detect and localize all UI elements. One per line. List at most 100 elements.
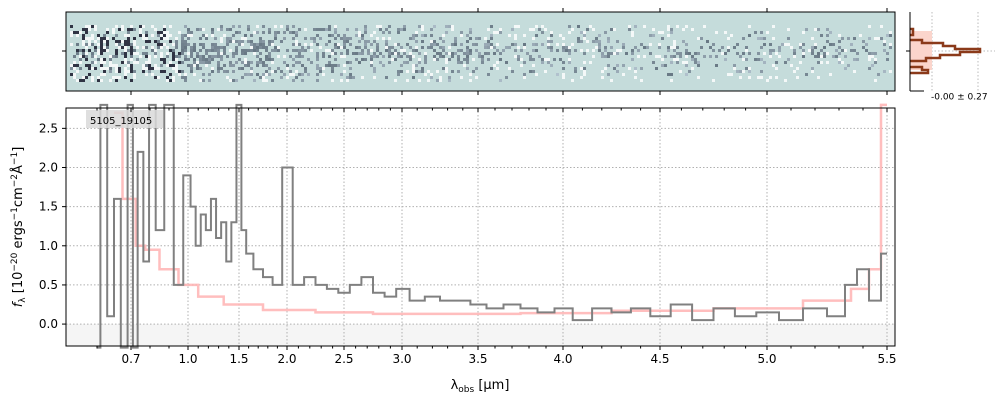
2d-pixel (466, 55, 469, 58)
2d-pixel (691, 58, 694, 61)
2d-pixel (265, 55, 268, 58)
2d-pixel (211, 58, 214, 61)
2d-pixel (163, 58, 166, 61)
2d-pixel (289, 70, 292, 73)
2d-pixel (409, 52, 412, 55)
2d-pixel (247, 73, 250, 76)
2d-pixel (568, 25, 571, 28)
2d-pixel (382, 55, 385, 58)
2d-pixel (763, 37, 766, 40)
2d-pixel (529, 58, 532, 61)
2d-pixel (346, 40, 349, 43)
2d-pixel (130, 79, 133, 82)
2d-pixel (142, 64, 145, 67)
2d-pixel (481, 58, 484, 61)
2d-pixel (73, 64, 76, 67)
2d-pixel (811, 70, 814, 73)
2d-pixel (634, 70, 637, 73)
2d-pixel (685, 43, 688, 46)
2d-pixel (406, 79, 409, 82)
2d-pixel (583, 70, 586, 73)
2d-pixel (202, 46, 205, 49)
2d-pixel (460, 43, 463, 46)
2d-pixel (82, 55, 85, 58)
2d-pixel (385, 40, 388, 43)
2d-pixel (568, 61, 571, 64)
2d-pixel (490, 37, 493, 40)
2d-pixel (115, 43, 118, 46)
x-tick-label: 2.0 (277, 352, 296, 366)
2d-pixel (496, 61, 499, 64)
2d-pixel (211, 43, 214, 46)
2d-pixel (187, 58, 190, 61)
2d-pixel (490, 46, 493, 49)
2d-pixel (514, 37, 517, 40)
2d-pixel (604, 55, 607, 58)
y-tick-label: 1.5 (39, 200, 58, 214)
2d-pixel (229, 61, 232, 64)
2d-pixel (508, 34, 511, 37)
2d-pixel (271, 70, 274, 73)
2d-pixel (856, 58, 859, 61)
2d-pixel (385, 46, 388, 49)
2d-pixel (172, 67, 175, 70)
2d-pixel (175, 43, 178, 46)
2d-pixel (130, 55, 133, 58)
2d-pixel (478, 37, 481, 40)
2d-pixel (331, 67, 334, 70)
2d-pixel (373, 70, 376, 73)
2d-pixel (490, 25, 493, 28)
2d-pixel (427, 70, 430, 73)
2d-pixel (184, 34, 187, 37)
x-tick-label: 0.7 (121, 352, 140, 366)
2d-pixel (169, 61, 172, 64)
2d-pixel (295, 55, 298, 58)
2d-pixel (319, 70, 322, 73)
2d-pixel (430, 46, 433, 49)
2d-pixel (631, 31, 634, 34)
2d-pixel (319, 46, 322, 49)
2d-pixel (115, 25, 118, 28)
2d-pixel (103, 34, 106, 37)
2d-pixel (523, 61, 526, 64)
x-axis-ticks: 0.7 1.0 1.5 2.0 2.5 3.0 3.5 4.0 4.5 5.0 5.5 (96, 108, 897, 366)
y-tick-label: 0.5 (39, 278, 58, 292)
2d-pixel (829, 73, 832, 76)
2d-pixel (661, 37, 664, 40)
2d-pixel (445, 67, 448, 70)
2d-pixel (340, 55, 343, 58)
2d-pixel (280, 40, 283, 43)
2d-pixel (361, 52, 364, 55)
2d-pixel (130, 58, 133, 61)
2d-pixel (310, 49, 313, 52)
2d-pixel (97, 79, 100, 82)
2d-pixel (199, 55, 202, 58)
2d-pixel (316, 28, 319, 31)
2d-pixel (328, 25, 331, 28)
negative-flux-band (66, 324, 895, 346)
2d-pixel (244, 52, 247, 55)
2d-pixel (577, 37, 580, 40)
2d-pixel (592, 55, 595, 58)
2d-pixel (256, 31, 259, 34)
2d-pixel (673, 40, 676, 43)
2d-pixel (715, 31, 718, 34)
2d-pixel (748, 25, 751, 28)
2d-pixel (451, 55, 454, 58)
2d-pixel (796, 67, 799, 70)
2d-pixel (394, 58, 397, 61)
2d-pixel (433, 49, 436, 52)
2d-pixel (583, 34, 586, 37)
2d-pixel (832, 43, 835, 46)
2d-pixel (442, 34, 445, 37)
2d-pixel (394, 49, 397, 52)
2d-pixel (439, 37, 442, 40)
2d-pixel (265, 79, 268, 82)
2d-pixel (397, 28, 400, 31)
2d-pixel (661, 58, 664, 61)
2d-pixel (511, 43, 514, 46)
2d-pixel (148, 67, 151, 70)
2d-pixel (583, 37, 586, 40)
2d-pixel (190, 49, 193, 52)
